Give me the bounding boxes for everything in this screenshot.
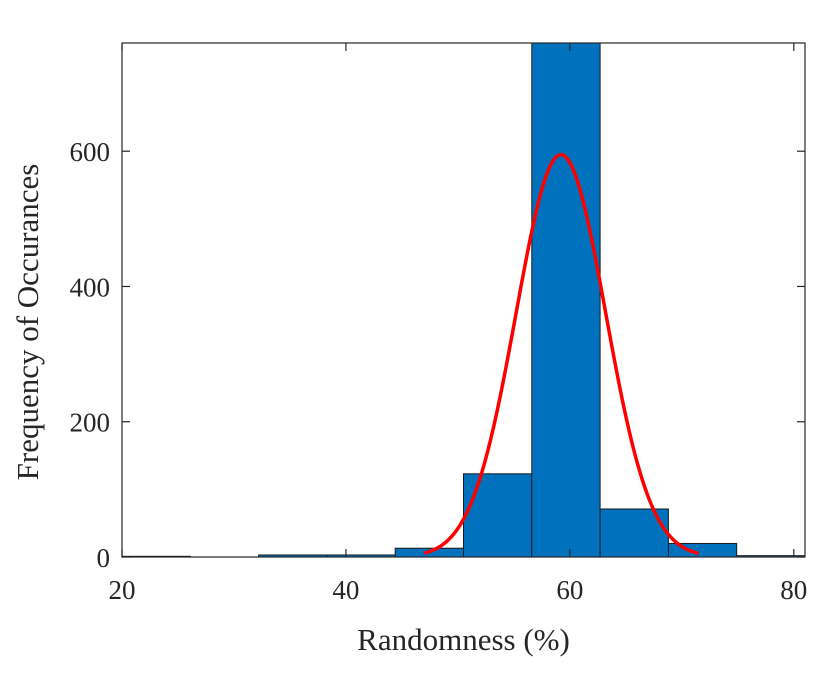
x-tick-label: 80 [780, 575, 807, 605]
axes-box [121, 42, 806, 558]
y-axis-label: Frequency of Occurances [10, 164, 45, 481]
x-axis-ticks: 20 40 60 80 [109, 43, 807, 605]
normal-fit-curve [423, 152, 700, 556]
x-tick-label: 40 [332, 575, 359, 605]
x-tick-label: 60 [556, 575, 583, 605]
y-tick-label: 200 [70, 408, 111, 438]
y-tick-label: 0 [97, 543, 111, 573]
y-tick-label: 600 [70, 137, 111, 167]
histogram-bar-6 [531, 42, 601, 558]
y-tick-label: 400 [70, 272, 111, 302]
y-axis-ticks: 0 200 400 600 [70, 137, 805, 573]
x-tick-label: 20 [109, 575, 136, 605]
x-axis-label: Randomness (%) [357, 622, 570, 657]
bars-group [121, 42, 806, 558]
histogram-bar-5 [463, 473, 533, 558]
